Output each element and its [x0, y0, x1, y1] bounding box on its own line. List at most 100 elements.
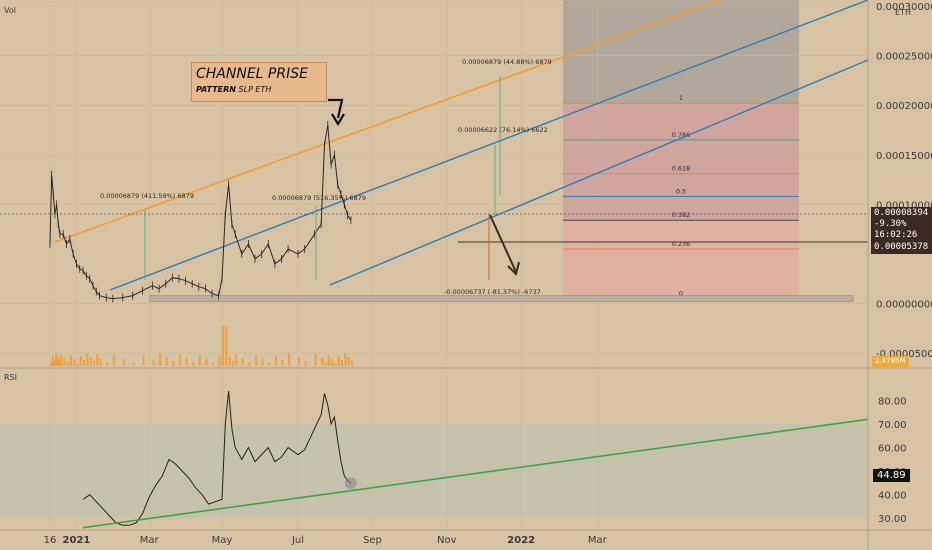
subtitle-rest: SLP ETH: [235, 85, 272, 94]
volume-bar: [198, 355, 201, 366]
fib-bottom-zone: [563, 103, 799, 299]
rsi-tick-label: 70.00: [878, 420, 907, 431]
price-tick-label: -0.00005000: [876, 349, 932, 360]
price-change: -9.30%: [874, 219, 907, 229]
pointer-arrow: [328, 98, 344, 119]
volume-bar: [261, 359, 264, 366]
volume-bar: [178, 354, 181, 366]
volume-bar: [63, 358, 66, 366]
volume-bar: [122, 359, 125, 366]
fib-label-0: 0: [679, 290, 683, 298]
time-tick-label: Nov: [437, 535, 457, 546]
current-price-tag: 0.00008394 -9.30% 16:02:26: [871, 207, 932, 242]
rsi-marker: [344, 477, 357, 490]
volume-bar: [314, 354, 317, 366]
volume-bar: [83, 360, 86, 366]
fib-label-0.786: 0.786: [672, 131, 691, 139]
volume-bar: [344, 353, 347, 366]
volume-bar: [92, 361, 95, 366]
volume-bar: [66, 362, 69, 366]
price-tick-label: 0.00015000: [876, 151, 932, 162]
price-tick-label: 0.00010000: [876, 200, 932, 211]
time-tick-label: Sep: [363, 535, 382, 546]
volume-bar: [106, 362, 109, 366]
volume-bar: [212, 363, 215, 366]
volume-bar: [334, 363, 337, 366]
volume-bar: [225, 326, 228, 366]
volume-bar: [340, 360, 343, 366]
volume-bar: [205, 359, 208, 366]
rsi-tick-label: 30.00: [878, 514, 907, 525]
upper-channel-line: [54, 0, 721, 243]
volume-label: Vol: [4, 6, 16, 15]
volume-bar: [218, 356, 221, 366]
middle-channel-line: [109, 0, 869, 291]
chart-subtitle: PATTERN SLP ETH: [196, 85, 271, 94]
rsi-value-tag: 44.89: [873, 469, 910, 482]
subtitle-bold: PATTERN: [196, 85, 236, 94]
volume-bar: [192, 362, 195, 366]
fib-label-0.618: 0.618: [672, 165, 691, 173]
measure-label: 0.00006879 (44.88%) 6879: [462, 58, 552, 66]
time-tick-label: 2022: [507, 535, 535, 546]
time-tick-label: Jul: [291, 535, 304, 546]
volume-tag: 2.4785M: [872, 356, 909, 367]
rsi-band: [0, 424, 868, 519]
rsi-line: [82, 391, 869, 529]
lower-channel-line: [329, 59, 869, 286]
volume-bar: [221, 326, 224, 366]
time-axis[interactable]: 16 2021 Mar May Jul Sep Nov 2022 Mar: [44, 535, 608, 546]
volume-bar: [172, 361, 175, 366]
volume-bar: [76, 363, 79, 366]
volume-bar: [132, 363, 135, 366]
price-axis[interactable]: 0.00030000 0.00025000 0.00020000 0.00015000…: [876, 2, 932, 360]
time-tick-label: 16: [44, 535, 57, 546]
rsi-path: [82, 391, 352, 526]
fib-label-0.236: 0.236: [672, 240, 691, 248]
volume-bars: [50, 326, 353, 366]
price-candles: [49, 121, 352, 303]
rsi-label: RSI: [4, 373, 17, 382]
volume-bar: [235, 354, 238, 366]
volume-bar: [241, 358, 244, 366]
volume-bar: [347, 357, 350, 366]
rsi-support-line: [82, 418, 869, 529]
time-tick-label: May: [212, 535, 233, 546]
volume-bar: [337, 356, 340, 366]
time-tick-label: Mar: [588, 535, 608, 546]
currency-label: ETH: [895, 8, 911, 17]
measure-label: 0.00006879 (516.35%) 6879: [272, 194, 366, 202]
volume-bar: [73, 359, 76, 366]
forecast-arrow-head: [507, 261, 520, 276]
volume-bar: [324, 362, 327, 366]
volume-bar: [53, 360, 56, 366]
volume-bar: [54, 353, 57, 366]
fib-label-1: 1: [679, 94, 683, 102]
volume-bar: [165, 357, 168, 366]
rsi-band-fill: [0, 424, 868, 519]
volume-bar: [152, 360, 155, 366]
volume-bar: [96, 354, 99, 366]
volume-bar: [231, 361, 234, 366]
volume-bar: [255, 355, 258, 366]
current-price: 0.00008394: [874, 208, 929, 218]
volume-bar: [185, 358, 188, 366]
rsi-tick-label: 40.00: [878, 491, 907, 502]
price-tick-label: 0.00020000: [876, 101, 932, 112]
volume-bar: [304, 361, 307, 366]
fib-levels: 1 0.786 0.618 0.5 0.382 0.236 0: [149, 94, 854, 302]
volume-bar: [268, 363, 271, 366]
rsi-tick-label: 60.00: [878, 444, 907, 455]
volume-bar: [159, 353, 162, 366]
volume-bar: [331, 359, 334, 366]
volume-bar: [79, 356, 82, 366]
fib-label-0.382: 0.382: [672, 211, 691, 219]
volume-bar: [142, 356, 145, 366]
pointer-arrow-head: [331, 113, 345, 127]
price-tick-label: 0.00025000: [876, 52, 932, 63]
bar-countdown: 16:02:26: [874, 230, 918, 240]
volume-bar: [50, 363, 52, 366]
fib-label-0.5: 0.5: [676, 187, 686, 195]
